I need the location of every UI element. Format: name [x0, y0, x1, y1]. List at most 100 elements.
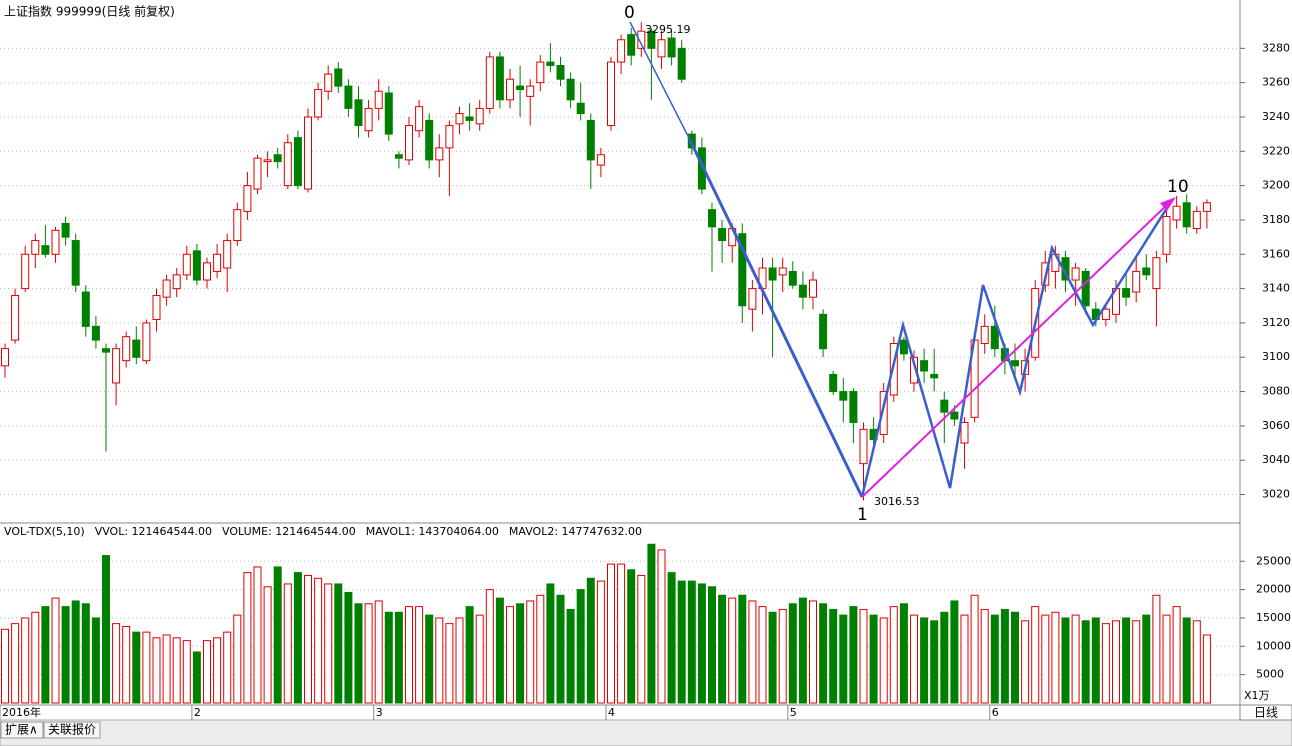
volume-bar [950, 600, 959, 704]
volume-bar [374, 600, 383, 704]
volume-bar [122, 625, 131, 704]
volume-bar [415, 606, 424, 704]
volume-bar [1152, 594, 1161, 704]
candle-body [344, 85, 353, 109]
candle-body [304, 116, 312, 190]
volume-bar [516, 603, 525, 704]
wave-label: 10 [1167, 177, 1189, 197]
volume-bar [495, 597, 504, 704]
volume-bar [536, 594, 545, 704]
candle-body [596, 154, 605, 166]
volume-bar [556, 594, 565, 704]
candle-body [132, 339, 141, 358]
y-tick-label: 3200 [1262, 179, 1290, 192]
candle-body [253, 157, 262, 190]
volume-bar [324, 583, 333, 704]
period-box [1239, 704, 1292, 721]
candle-body [980, 325, 989, 345]
volume-bar [667, 572, 676, 704]
volume-bar [869, 614, 878, 704]
candle-body [394, 154, 403, 159]
wave-label: 0 [624, 3, 635, 23]
candle-body [485, 56, 494, 109]
candle-body [384, 92, 393, 135]
candle-body [1071, 267, 1080, 281]
candle-body [1172, 205, 1181, 221]
volume-bar [859, 608, 868, 704]
candle-body [809, 279, 817, 298]
volume-bar [687, 580, 696, 704]
candle-body [1122, 288, 1131, 298]
candle-body [778, 267, 787, 276]
volume-bar [364, 603, 373, 704]
candle-body [768, 267, 777, 281]
candle-body [586, 119, 595, 161]
volume-bar [708, 586, 716, 704]
volume-bar [142, 631, 151, 704]
volume-bar [455, 617, 464, 704]
volume-bar [21, 617, 30, 704]
volume-bar [677, 580, 686, 704]
volume-bar [405, 606, 413, 704]
candle-body [566, 78, 575, 101]
y-tick-label: 3160 [1262, 247, 1290, 260]
candle-body [536, 61, 545, 84]
candle-body [667, 37, 676, 58]
volume-bar [768, 611, 777, 704]
candle-body [617, 39, 626, 63]
candle-body [839, 391, 848, 401]
candle-body [1081, 270, 1090, 307]
candle-body [899, 339, 908, 355]
x-tick-label: 2 [194, 706, 201, 719]
candle-body [788, 270, 797, 286]
volume-bar [940, 611, 949, 704]
candle-body [445, 125, 454, 149]
candle-body [374, 90, 383, 109]
indicator-label: MAVOL2: 147747632.00 [509, 525, 642, 538]
indicator-label: VOL-TDX(5,10) [4, 525, 85, 538]
y-tick-label: 15000 [1256, 611, 1291, 624]
candle-body [607, 61, 615, 127]
y-tick-label: 20000 [1256, 583, 1291, 596]
candle-body [556, 64, 565, 80]
volume-bar [728, 597, 737, 704]
tab[interactable] [0, 721, 44, 739]
candle-body [21, 253, 30, 290]
wave-label: 1 [857, 505, 868, 525]
volume-bar [102, 555, 110, 704]
volume-bar [738, 594, 747, 704]
volume-bar [970, 594, 979, 704]
candle-body [950, 411, 959, 420]
tab-label[interactable]: 扩展∧ [5, 723, 38, 737]
volume-bar [112, 623, 121, 704]
candle-body [263, 159, 272, 163]
volume-bar [788, 603, 797, 704]
volume-bar [1142, 614, 1151, 704]
volume-bar [960, 614, 969, 704]
y-tick-label: 3140 [1262, 282, 1290, 295]
candle-body [213, 253, 222, 272]
tab-label[interactable]: 关联报价 [48, 722, 96, 737]
wave-line [688, 139, 864, 498]
candle-body [152, 294, 161, 320]
candle-body [91, 325, 100, 341]
y-tick-label: 10000 [1256, 639, 1291, 652]
volume-bar [1071, 614, 1080, 704]
candle-body [516, 85, 525, 91]
volume-bar [839, 614, 848, 704]
candle-body [637, 30, 646, 49]
candle-body [1101, 308, 1110, 320]
candle-body [1202, 202, 1211, 212]
candle-body [879, 391, 888, 435]
volume-bar [1000, 608, 1009, 704]
candle-body [940, 399, 949, 413]
volume-bar [990, 614, 999, 704]
tab[interactable] [43, 721, 101, 739]
volume-bar [1091, 617, 1100, 704]
candle-body [849, 391, 858, 423]
volume-bar [162, 634, 171, 704]
volume-bar [506, 606, 514, 704]
candle-body [647, 30, 656, 49]
candle-body [697, 147, 706, 190]
candle-body [1142, 267, 1151, 276]
